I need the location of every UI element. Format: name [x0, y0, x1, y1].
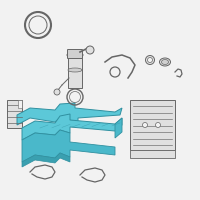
Ellipse shape — [160, 58, 170, 66]
Polygon shape — [18, 100, 22, 108]
Circle shape — [86, 46, 94, 54]
Circle shape — [156, 122, 160, 128]
Polygon shape — [7, 100, 22, 128]
Polygon shape — [17, 103, 122, 125]
Polygon shape — [22, 153, 70, 167]
Polygon shape — [130, 100, 175, 150]
Polygon shape — [22, 130, 115, 162]
Circle shape — [146, 55, 154, 64]
Circle shape — [54, 89, 60, 95]
FancyBboxPatch shape — [68, 49, 83, 58]
Ellipse shape — [67, 52, 83, 58]
Polygon shape — [115, 118, 122, 138]
Polygon shape — [22, 114, 122, 140]
Circle shape — [142, 122, 148, 128]
Circle shape — [148, 58, 153, 62]
Polygon shape — [130, 150, 175, 158]
Ellipse shape — [162, 60, 168, 64]
Ellipse shape — [68, 68, 82, 72]
Polygon shape — [68, 55, 82, 88]
